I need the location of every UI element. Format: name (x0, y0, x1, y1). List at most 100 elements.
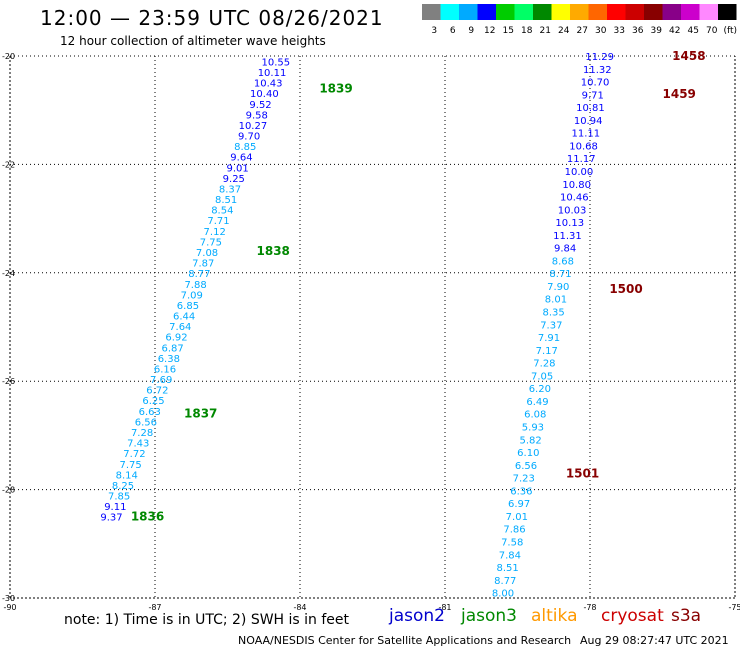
swh-value: 8.25 (112, 481, 134, 492)
time-label: 1838 (257, 244, 290, 258)
swh-value: 6.63 (139, 407, 161, 418)
time-label: 1501 (566, 466, 599, 480)
swh-value: 7.23 (513, 474, 535, 485)
colorbar-label: 45 (688, 26, 699, 36)
lon-tick-label: -75 (728, 603, 740, 612)
swh-value: 11.29 (585, 52, 614, 63)
swh-value: 8.51 (215, 195, 237, 206)
swh-value: 8.54 (211, 206, 233, 217)
swh-value: 7.75 (200, 237, 222, 248)
satellite-s3a: s3a (671, 606, 702, 626)
colorbar-swatch (440, 4, 459, 20)
colorbar-swatch (662, 4, 681, 20)
lat-tick-label: -24 (2, 269, 15, 278)
colorbar-label: 36 (632, 26, 644, 36)
colorbar-swatch (699, 4, 718, 20)
lat-tick-label: -26 (2, 377, 15, 386)
swh-value: 8.01 (545, 295, 567, 306)
page-subtitle: 12 hour collection of altimeter wave hei… (60, 34, 326, 48)
time-label: 1836 (131, 510, 164, 524)
satellite-jason2: jason2 (389, 606, 445, 626)
swh-value: 8.77 (188, 269, 210, 280)
time-label: 1458 (672, 49, 705, 63)
swh-value: 7.17 (536, 346, 558, 357)
colorbar-label: 24 (558, 26, 570, 36)
swh-value: 10.70 (581, 78, 610, 89)
lon-tick-label: -84 (293, 603, 306, 612)
colorbar-label: 30 (595, 26, 607, 36)
swh-value: 9.25 (223, 174, 245, 185)
swh-value: 6.25 (142, 396, 164, 407)
colorbar-label: (ft) (723, 26, 737, 36)
swh-value: 8.37 (219, 184, 241, 195)
swh-value: 5.82 (519, 435, 541, 446)
swh-value: 8.00 (492, 589, 514, 600)
swh-value: 7.37 (540, 320, 562, 331)
swh-value: 6.38 (158, 354, 180, 365)
colorbar-swatch (644, 4, 663, 20)
colorbar-swatch (607, 4, 626, 20)
swh-value: 11.32 (583, 65, 612, 76)
swh-value: 7.86 (503, 525, 525, 536)
colorbar-swatch (681, 4, 700, 20)
lat-tick-label: -22 (2, 160, 15, 169)
swh-value: 8.71 (549, 269, 571, 280)
footer-center: NOAA/NESDIS Center for Satellite Applica… (238, 634, 572, 647)
swh-value: 7.88 (184, 280, 206, 291)
swh-value: 11.31 (553, 231, 582, 242)
lat-tick-label: -30 (2, 594, 15, 603)
swh-value: 7.09 (181, 290, 203, 301)
swh-value: 6.85 (177, 301, 199, 312)
swh-value: 10.27 (239, 121, 268, 132)
colorbar-label: 33 (614, 26, 625, 36)
colorbar-label: 27 (577, 26, 588, 36)
swh-value: 10.94 (574, 116, 603, 127)
time-label: 1839 (319, 82, 352, 96)
colorbar-label: 70 (706, 26, 718, 36)
swh-value: 6.72 (146, 386, 168, 397)
swh-value: 7.85 (108, 492, 130, 503)
swh-value: 6.10 (517, 448, 539, 459)
colorbar-label: 6 (450, 26, 456, 36)
swh-value: 7.69 (150, 375, 172, 386)
swh-value: 9.70 (238, 132, 260, 143)
swh-value: 9.37 (100, 513, 122, 524)
swh-value: 10.46 (560, 193, 589, 204)
colorbar-label: 18 (521, 26, 533, 36)
swh-value: 7.71 (207, 216, 229, 227)
swh-value: 7.72 (123, 449, 145, 460)
colorbar-swatch (459, 4, 478, 20)
colorbar-label: 42 (669, 26, 680, 36)
swh-value: 9.84 (554, 244, 576, 255)
time-label: 1500 (609, 282, 642, 296)
satellite-cryosat: cryosat (601, 606, 664, 626)
lat-tick-label: -20 (2, 52, 15, 61)
colorbar-label: 39 (651, 26, 663, 36)
swh-value: 8.77 (494, 576, 516, 587)
swh-value: 10.43 (254, 79, 283, 90)
swh-value: 6.49 (526, 397, 548, 408)
swh-value: 11.17 (567, 154, 596, 165)
swh-value: 7.05 (531, 371, 553, 382)
swh-value: 7.64 (169, 322, 191, 333)
swh-value: 9.64 (230, 153, 252, 164)
swh-value: 7.87 (192, 259, 214, 270)
swh-value: 11.11 (572, 129, 601, 140)
colorbar-label: 12 (484, 26, 495, 36)
satellite-altika: altika (531, 606, 578, 626)
colorbar-swatch (625, 4, 644, 20)
swh-value: 7.75 (119, 460, 141, 471)
colorbar-swatch (496, 4, 515, 20)
swh-value: 6.20 (529, 384, 551, 395)
swh-value: 6.44 (173, 312, 195, 323)
swh-value: 8.68 (552, 256, 574, 267)
swh-value: 6.92 (165, 333, 187, 344)
plot-frame (9, 55, 736, 599)
colorbar-swatch (570, 4, 589, 20)
swh-value: 9.11 (104, 502, 126, 513)
satellite-jason3: jason3 (461, 606, 517, 626)
swh-value: 6.36 (510, 486, 532, 497)
swh-value: 7.58 (501, 537, 523, 548)
swh-value: 8.14 (116, 470, 138, 481)
